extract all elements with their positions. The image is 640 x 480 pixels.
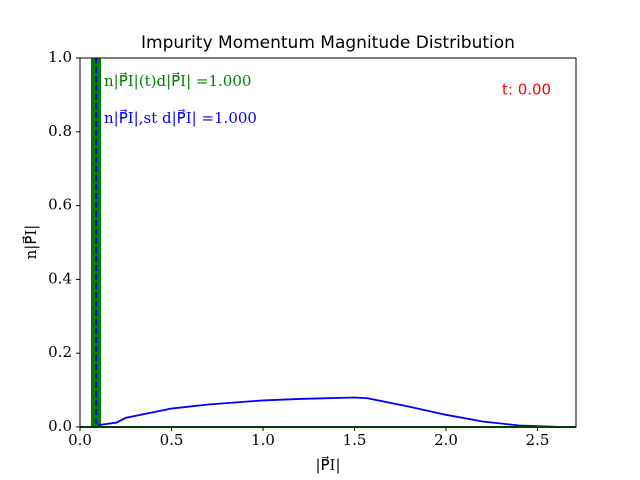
y-axis-label: n|P⃗I| [21, 225, 40, 260]
axes-frame [79, 57, 577, 428]
x-tick-label: 1.5 [343, 431, 367, 449]
annotation: n|P⃗I|(t)d|P⃗I| =1.000 [104, 71, 251, 90]
y-tick-label: 1.0 [48, 48, 72, 66]
x-tick-label: 0.5 [160, 431, 184, 449]
y-tick-label: 0.2 [48, 343, 72, 361]
x-tick-label: 0.0 [68, 431, 92, 449]
y-tick-label: 0.8 [48, 122, 72, 140]
x-tick-label: 2.0 [434, 431, 458, 449]
x-axis-label: |P⃗I| [315, 455, 340, 474]
plot-area [90, 58, 576, 427]
y-tick-label: 0.4 [48, 269, 72, 287]
y-tick-label: 0.6 [48, 196, 72, 214]
annotation: t: 0.00 [502, 81, 551, 99]
y-tick-label: 0.0 [48, 417, 72, 435]
x-tick-label: 2.5 [526, 431, 550, 449]
chart-title: Impurity Momentum Magnitude Distribution [141, 33, 515, 53]
data-line [98, 396, 576, 427]
annotation: n|P⃗I|,st d|P⃗I| =1.000 [104, 108, 257, 127]
x-tick-label: 1.0 [251, 431, 275, 449]
